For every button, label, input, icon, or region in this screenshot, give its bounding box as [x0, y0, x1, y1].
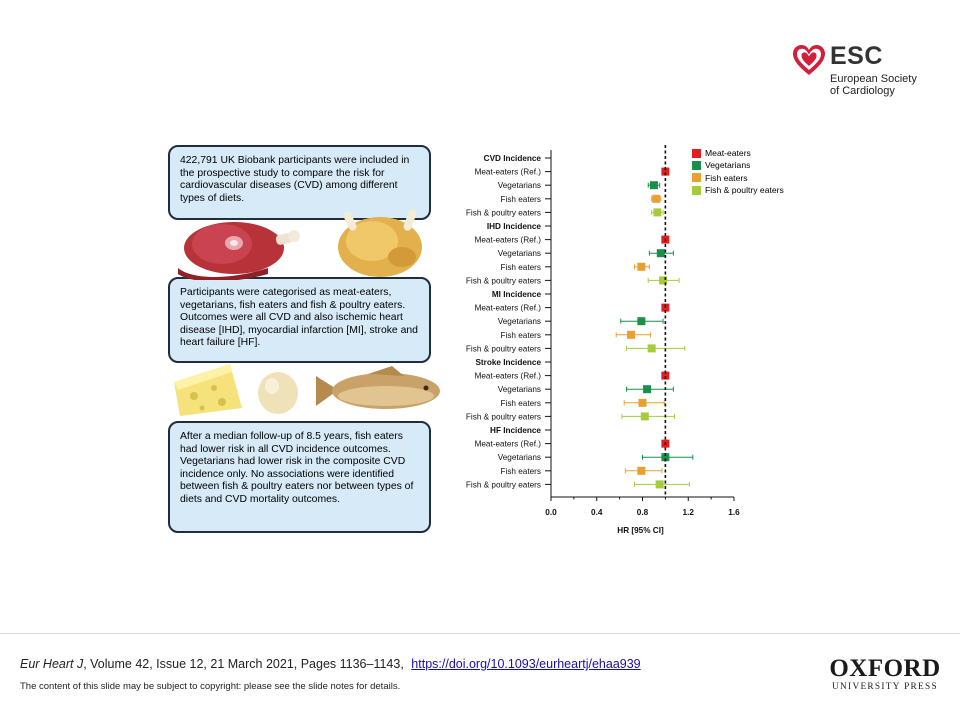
- esc-logo: ESC European Society of Cardiology: [792, 42, 942, 100]
- hr-point: [643, 385, 652, 394]
- publisher-subtitle: UNIVERSITY PRESS: [832, 682, 938, 692]
- journal-name: Eur Heart J: [20, 657, 84, 671]
- x-tick-label: 0.0: [545, 508, 557, 517]
- footer-divider: [0, 633, 960, 634]
- citation: Eur Heart J, Volume 42, Issue 12, 21 Mar…: [20, 657, 641, 671]
- hr-point: [637, 466, 646, 475]
- publisher-logo: OXFORD UNIVERSITY PRESS: [828, 655, 942, 693]
- row-label: Fish eaters: [501, 399, 542, 408]
- row-label: Meat-eaters (Ref.): [475, 304, 542, 313]
- row-label: Vegetarians: [498, 181, 541, 190]
- row-label: Fish eaters: [501, 263, 542, 272]
- row-label: Fish eaters: [501, 331, 542, 340]
- study-info-box: 422,791 UK Biobank participants were inc…: [168, 145, 431, 220]
- doi-link[interactable]: https://doi.org/10.1093/eurheartj/ehaa93…: [411, 657, 641, 671]
- row-label: Meat-eaters (Ref.): [475, 372, 542, 381]
- logo-line-2: of Cardiology: [830, 85, 895, 97]
- hr-point: [661, 303, 670, 312]
- methods-info-box: Participants were categorised as meat-ea…: [168, 277, 431, 363]
- section-heading: Stroke Incidence: [475, 358, 541, 367]
- x-tick-label: 1.6: [728, 508, 740, 517]
- legend-label: Meat-eaters: [705, 148, 751, 159]
- chicken-illustration: [338, 209, 422, 277]
- copyright-notice: The content of this slide may be subject…: [20, 681, 401, 692]
- x-tick-label: 0.8: [637, 508, 649, 517]
- publisher-name: OXFORD: [829, 655, 941, 682]
- legend-item: Fish & poultry eaters: [692, 184, 784, 196]
- row-label: Fish & poultry eaters: [466, 344, 541, 353]
- row-label: Meat-eaters (Ref.): [475, 236, 542, 245]
- row-label: Fish & poultry eaters: [466, 480, 541, 489]
- section-heading: HF Incidence: [490, 426, 541, 435]
- row-label: Fish & poultry eaters: [466, 276, 541, 285]
- heart-icon: [793, 45, 825, 75]
- legend-swatch: [692, 160, 701, 170]
- hr-point: [637, 262, 646, 271]
- results-info-box: After a median follow-up of 8.5 years, f…: [168, 421, 431, 533]
- hr-point: [647, 344, 656, 353]
- legend-item: Meat-eaters: [692, 147, 784, 159]
- row-label: Vegetarians: [498, 453, 541, 462]
- hr-point: [653, 208, 662, 217]
- section-heading: CVD Incidence: [484, 154, 542, 163]
- chart-legend: Meat-eaters Vegetarians Fish eaters Fish & …: [692, 147, 784, 196]
- section-heading: IHD Incidence: [487, 222, 542, 231]
- hr-point: [640, 412, 649, 421]
- cheese-illustration: [174, 364, 242, 416]
- meat-illustration: [178, 222, 300, 280]
- row-label: Meat-eaters (Ref.): [475, 168, 542, 177]
- logo-subtitle: European Society of Cardiology: [830, 73, 917, 97]
- hr-point: [656, 249, 665, 258]
- row-label: Fish & poultry eaters: [466, 208, 541, 217]
- x-tick-label: 0.4: [591, 508, 603, 517]
- fish-illustration: [316, 366, 440, 409]
- hr-point: [661, 167, 670, 176]
- forest-plot: CVD Incidence Meat-eaters (Ref.) Vegetaria…: [466, 145, 740, 535]
- legend-swatch: [692, 185, 701, 195]
- hr-point: [652, 194, 661, 203]
- x-tick-label: 1.2: [683, 508, 695, 517]
- hr-point: [649, 181, 658, 190]
- citation-details: , Volume 42, Issue 12, 21 March 2021, Pa…: [83, 657, 408, 671]
- hr-point: [661, 453, 670, 462]
- logo-name: ESC: [830, 42, 883, 70]
- legend-item: Vegetarians: [692, 159, 784, 171]
- legend-item: Fish eaters: [692, 172, 784, 184]
- hr-point: [627, 330, 636, 339]
- hr-point: [637, 317, 646, 326]
- legend-swatch: [692, 173, 701, 183]
- row-label: Vegetarians: [498, 249, 541, 258]
- hr-point: [638, 398, 647, 407]
- x-axis: 0.0 0.4 0.8 1.2 1.6: [545, 150, 740, 517]
- hr-point: [655, 480, 664, 489]
- plot-rows: CVD Incidence Meat-eaters (Ref.) Vegetaria…: [466, 154, 694, 489]
- row-label: Vegetarians: [498, 385, 541, 394]
- legend-label: Vegetarians: [705, 160, 751, 171]
- egg-illustration: [258, 372, 298, 414]
- legend-label: Fish eaters: [705, 172, 748, 183]
- legend-swatch: [692, 148, 701, 158]
- row-label: Meat-eaters (Ref.): [475, 440, 542, 449]
- hr-point: [659, 276, 668, 285]
- row-label: Fish & poultry eaters: [466, 412, 541, 421]
- section-heading: MI Incidence: [492, 290, 542, 299]
- legend-label: Fish & poultry eaters: [705, 185, 784, 196]
- x-axis-title: HR [95% CI]: [617, 526, 664, 535]
- row-label: Fish eaters: [501, 195, 542, 204]
- row-label: Fish eaters: [501, 467, 542, 476]
- row-label: Vegetarians: [498, 317, 541, 326]
- logo-line-1: European Society: [830, 73, 917, 85]
- hr-point: [661, 371, 670, 380]
